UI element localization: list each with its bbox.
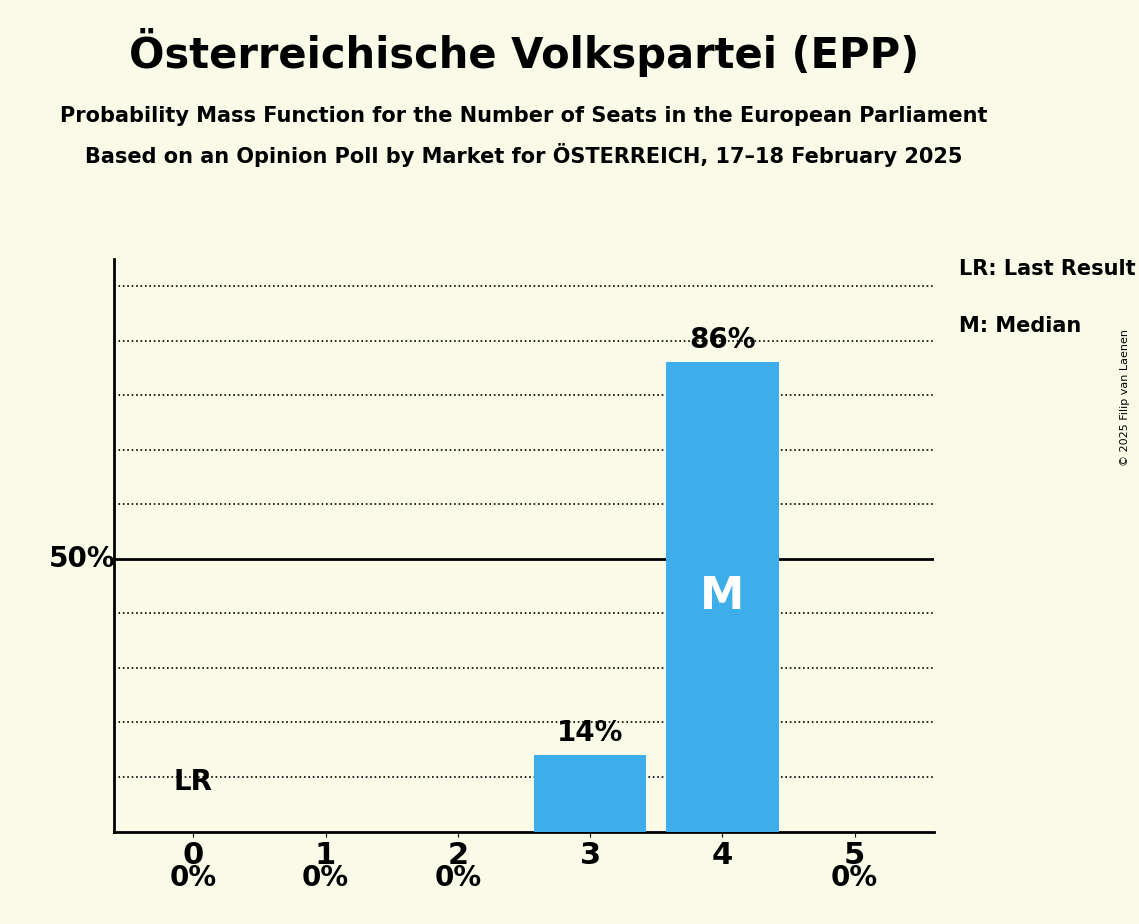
Text: 0%: 0% bbox=[434, 864, 482, 893]
Text: 14%: 14% bbox=[557, 719, 623, 747]
Text: 0%: 0% bbox=[170, 864, 216, 893]
Text: 50%: 50% bbox=[49, 545, 115, 573]
Text: 86%: 86% bbox=[689, 326, 755, 354]
Text: 0%: 0% bbox=[831, 864, 878, 893]
Text: Österreichische Volkspartei (EPP): Österreichische Volkspartei (EPP) bbox=[129, 28, 919, 77]
Text: Probability Mass Function for the Number of Seats in the European Parliament: Probability Mass Function for the Number… bbox=[60, 106, 988, 127]
Text: M: M bbox=[700, 576, 745, 618]
Text: LR: LR bbox=[174, 769, 213, 796]
Text: M: Median: M: Median bbox=[959, 316, 1081, 336]
Bar bbox=[666, 362, 779, 832]
Text: © 2025 Filip van Laenen: © 2025 Filip van Laenen bbox=[1121, 329, 1130, 466]
Bar bbox=[534, 755, 646, 832]
Text: 0%: 0% bbox=[302, 864, 349, 893]
Text: LR: Last Result: LR: Last Result bbox=[959, 259, 1136, 279]
Text: Based on an Opinion Poll by Market for ÖSTERREICH, 17–18 February 2025: Based on an Opinion Poll by Market for Ö… bbox=[85, 143, 962, 167]
